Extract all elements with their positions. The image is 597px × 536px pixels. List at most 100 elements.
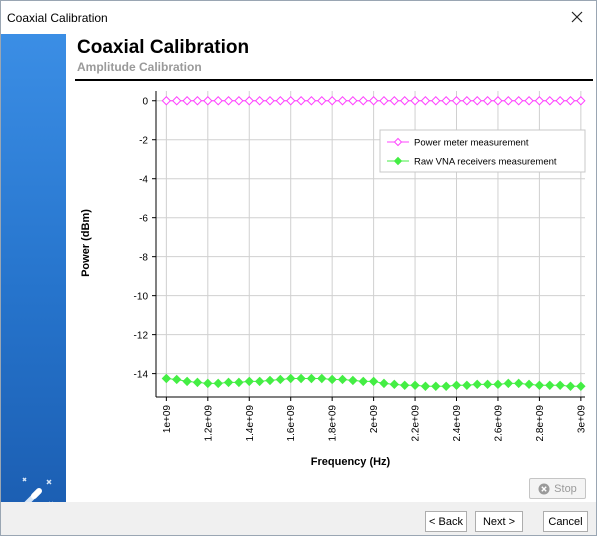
legend-marker — [393, 156, 403, 166]
data-point — [524, 379, 534, 390]
x-tick-label: 2.8e+09 — [535, 405, 546, 442]
y-tick-label: -4 — [139, 175, 148, 186]
data-point — [265, 375, 275, 386]
y-tick-label: -14 — [134, 370, 149, 381]
chart-svg: 0 -2 -4 -6 -8 -10 -12 -14 1e+09 1.2e+09 1.4e+09 1.6… — [80, 91, 587, 468]
data-point — [306, 373, 317, 384]
data-point — [192, 377, 203, 388]
page-title: Coaxial Calibration — [77, 37, 250, 58]
data-point — [576, 96, 586, 106]
data-point — [306, 96, 317, 106]
data-point — [482, 96, 493, 106]
x-tick-label: 1.6e+09 — [286, 405, 297, 442]
data-point — [337, 96, 348, 106]
data-point — [234, 377, 244, 388]
data-point — [348, 96, 358, 106]
data-point — [451, 380, 462, 391]
data-point — [493, 96, 503, 106]
data-point — [451, 96, 462, 106]
window-title: Coaxial Calibration — [7, 11, 108, 25]
data-point — [565, 96, 576, 106]
stop-icon — [538, 483, 550, 494]
data-point — [161, 96, 172, 106]
data-point — [545, 380, 555, 391]
y-tick-label: 0 — [142, 97, 148, 108]
data-point — [379, 378, 389, 389]
y-tick-label: -10 — [134, 292, 149, 303]
legend-marker — [393, 137, 403, 147]
legend-box — [379, 129, 586, 173]
data-point — [317, 96, 327, 106]
data-point — [431, 96, 441, 106]
data-point — [410, 96, 420, 106]
data-point — [389, 379, 400, 390]
y-tick-label: -8 — [139, 253, 148, 264]
wizard-sidebar — [1, 34, 66, 519]
x-tick-label: 2.4e+09 — [452, 405, 463, 442]
cancel-button[interactable]: Cancel — [543, 511, 588, 532]
data-point — [348, 375, 358, 386]
data-point — [192, 96, 203, 106]
data-point — [327, 374, 337, 385]
data-point — [286, 373, 296, 384]
back-button[interactable]: < Back — [425, 511, 467, 532]
next-button[interactable]: Next > — [475, 511, 523, 532]
data-point — [368, 376, 379, 387]
data-point — [555, 96, 565, 106]
x-tick-label: 1.2e+09 — [203, 405, 214, 442]
data-point — [368, 96, 379, 106]
data-point — [296, 373, 306, 384]
legend-label: Raw VNA receivers measurement — [414, 157, 557, 168]
y-tick-label: -2 — [139, 136, 148, 147]
x-tick-label: 2e+09 — [369, 405, 380, 434]
data-point — [161, 373, 172, 384]
data-point — [503, 96, 514, 106]
data-point — [555, 380, 565, 391]
data-point — [223, 96, 234, 106]
data-point — [513, 378, 524, 389]
data-point — [472, 379, 482, 390]
y-tick-label: -12 — [134, 331, 149, 342]
x-axis-label: Frequency (Hz) — [311, 456, 391, 468]
data-point — [275, 374, 286, 385]
data-point — [213, 378, 223, 389]
data-point — [534, 380, 545, 391]
y-tick-label: -6 — [139, 214, 148, 225]
data-point — [503, 378, 514, 389]
data-point — [565, 381, 576, 391]
data-point — [203, 378, 213, 389]
data-point — [441, 96, 451, 106]
data-point — [441, 381, 451, 391]
data-point — [389, 96, 400, 106]
data-point — [254, 96, 265, 106]
stop-button[interactable]: Stop — [529, 478, 586, 499]
x-tick-label: 2.6e+09 — [493, 405, 504, 442]
data-point — [244, 376, 254, 387]
data-point — [223, 377, 234, 388]
page-subtitle: Amplitude Calibration — [77, 60, 202, 74]
data-point — [431, 381, 441, 391]
data-point — [358, 96, 368, 106]
data-point — [172, 96, 182, 106]
data-point — [358, 376, 368, 387]
data-point — [213, 96, 223, 106]
close-icon — [571, 11, 583, 23]
title-bar: Coaxial Calibration — [1, 1, 596, 34]
x-tick-label: 1.4e+09 — [245, 405, 256, 442]
data-point — [296, 96, 306, 106]
data-point — [420, 96, 431, 106]
data-point — [182, 376, 192, 387]
data-point — [493, 379, 503, 390]
x-tick-label: 1e+09 — [162, 405, 173, 434]
data-point — [337, 374, 348, 385]
data-point — [275, 96, 286, 106]
close-button[interactable] — [564, 5, 590, 29]
y-axis-label: Power (dBm) — [80, 209, 92, 277]
data-point — [399, 380, 410, 391]
data-point — [513, 96, 524, 106]
data-point — [472, 96, 482, 106]
data-point — [254, 376, 265, 387]
footer-bar: < Back Next > Cancel — [1, 502, 596, 535]
x-tick-label: 3e+09 — [576, 405, 587, 434]
